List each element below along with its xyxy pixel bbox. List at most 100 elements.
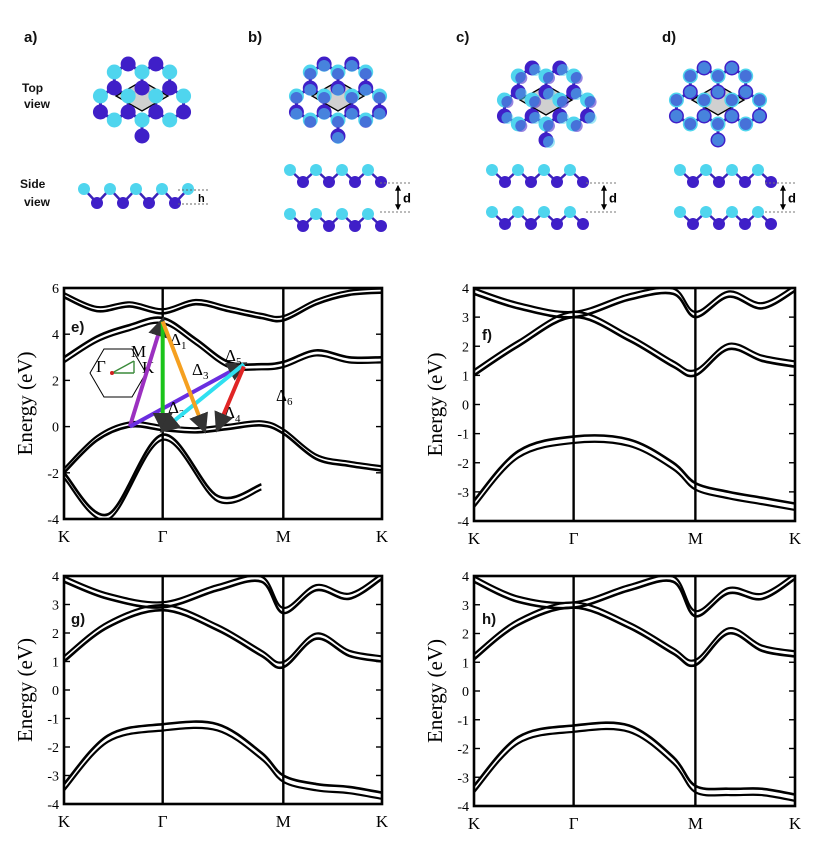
y-tick-label: 3 — [462, 599, 469, 614]
atom — [564, 164, 576, 176]
atom — [304, 68, 317, 80]
band-line — [474, 727, 795, 802]
atom — [310, 164, 322, 176]
x-tick-label: M — [276, 527, 291, 546]
plot-frame — [472, 574, 797, 808]
band-line — [474, 440, 795, 512]
atom — [556, 112, 569, 124]
x-tick-label: M — [688, 814, 703, 833]
atom — [712, 70, 724, 82]
atom — [345, 108, 358, 120]
atom — [551, 218, 563, 230]
atom — [543, 88, 555, 100]
atom — [359, 84, 372, 96]
distance-label: d — [403, 191, 411, 206]
y-tick-label: 0 — [462, 399, 469, 414]
band-line — [474, 577, 795, 618]
structure-side-view-d — [674, 164, 777, 230]
atom — [515, 72, 528, 84]
atom — [486, 206, 498, 218]
y-axis-label: Energy (eV) — [423, 353, 447, 457]
band-line — [474, 721, 795, 796]
panel-label-a: a) — [24, 29, 37, 46]
y-axis-label: Energy (eV) — [13, 352, 37, 456]
top-view-label-line1: Top — [22, 81, 43, 95]
atom — [584, 96, 597, 108]
y-tick-label: 4 — [52, 570, 59, 585]
atom — [373, 108, 386, 120]
atom — [134, 128, 150, 144]
atom — [698, 94, 711, 106]
distance-label: d — [788, 191, 796, 206]
y-tick-label: 4 — [52, 328, 59, 343]
atom — [753, 110, 766, 122]
y-tick-label: -3 — [47, 770, 59, 785]
atom — [726, 164, 738, 176]
band-line — [474, 434, 795, 505]
atom — [525, 218, 537, 230]
y-tick-label: 0 — [52, 684, 59, 699]
band-line — [64, 603, 382, 664]
y-axis-label: Energy (eV) — [13, 638, 37, 742]
atom — [106, 112, 122, 128]
atom — [515, 88, 528, 100]
y-tick-label: -2 — [457, 743, 469, 758]
y-tick-label: 1 — [52, 656, 59, 671]
atom — [176, 104, 192, 120]
atom — [700, 164, 712, 176]
atom — [556, 64, 569, 76]
atom — [543, 120, 555, 132]
transition-arrow — [160, 320, 208, 434]
atom — [739, 118, 752, 130]
atom — [349, 176, 361, 188]
brillouin-zone-inset: Γ M K — [89, 342, 155, 398]
atom — [336, 208, 348, 220]
atom — [359, 116, 372, 128]
atom — [297, 176, 309, 188]
unit-cell — [690, 84, 746, 116]
x-tick-label: K — [58, 812, 71, 831]
atom — [117, 197, 129, 209]
atom — [78, 183, 90, 195]
y-tick-label: -3 — [457, 771, 469, 786]
structure-side-view-b — [284, 164, 387, 232]
atom — [106, 64, 122, 80]
atom — [684, 118, 697, 130]
atom — [375, 220, 387, 232]
atom — [134, 80, 150, 96]
transition-label: Δ6 — [276, 386, 293, 408]
atom — [349, 220, 361, 232]
plot-frame — [62, 286, 384, 521]
atom — [176, 88, 192, 104]
atom — [726, 206, 738, 218]
atom — [284, 208, 296, 220]
atom — [336, 164, 348, 176]
y-tick-label: -2 — [457, 457, 469, 472]
atom — [687, 218, 699, 230]
atom — [120, 88, 136, 104]
y-axis-label: Energy (eV) — [423, 639, 447, 743]
atom — [156, 183, 168, 195]
atom — [304, 84, 317, 96]
atom — [529, 96, 542, 108]
atom — [332, 116, 344, 128]
atom — [538, 164, 550, 176]
atom — [739, 176, 751, 188]
atom — [577, 176, 589, 188]
atom — [739, 86, 752, 98]
y-tick-label: -1 — [457, 428, 469, 443]
transition-arrow — [128, 362, 248, 429]
x-tick-label: K — [789, 529, 802, 548]
atom — [765, 176, 777, 188]
atom — [543, 136, 555, 148]
band-line — [64, 316, 382, 366]
atom — [290, 92, 303, 104]
atom — [345, 92, 358, 104]
atom — [92, 104, 108, 120]
atom — [674, 164, 686, 176]
y-tick-label: 2 — [52, 374, 59, 389]
panel-label-c: c) — [456, 29, 469, 46]
atom — [684, 70, 697, 82]
x-tick-label: Γ — [158, 812, 168, 831]
